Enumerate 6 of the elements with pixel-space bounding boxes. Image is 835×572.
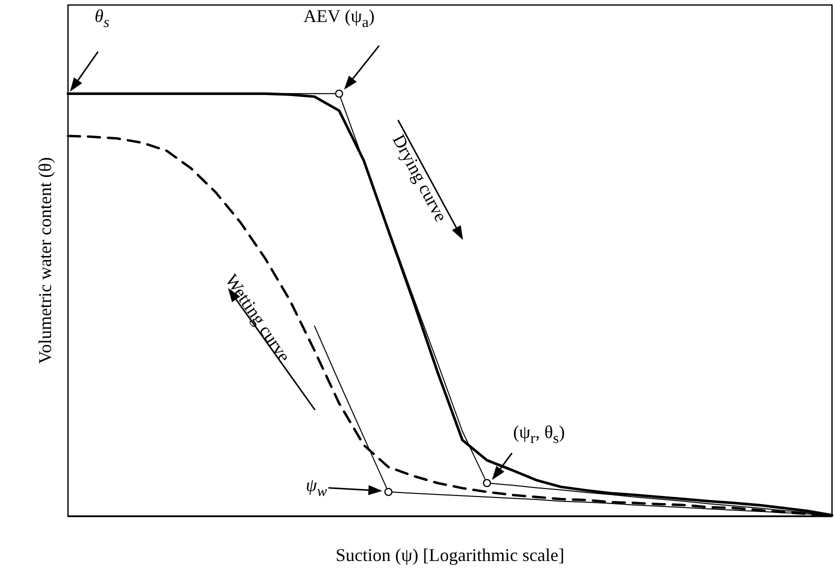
text: AEV (ψ$_{a}$) (304, 6, 375, 30)
x-axis-title: Suction (ψ) [Logarithmic scale] (336, 545, 564, 565)
y-axis-title: Volumetric water content (θ) (35, 157, 55, 364)
annotation: (ψ$_{r}$, θ$_{s}$) (513, 422, 565, 447)
annotation: ψ$_{w}$ (306, 475, 327, 500)
text: θ$_{s}$ (94, 6, 110, 30)
